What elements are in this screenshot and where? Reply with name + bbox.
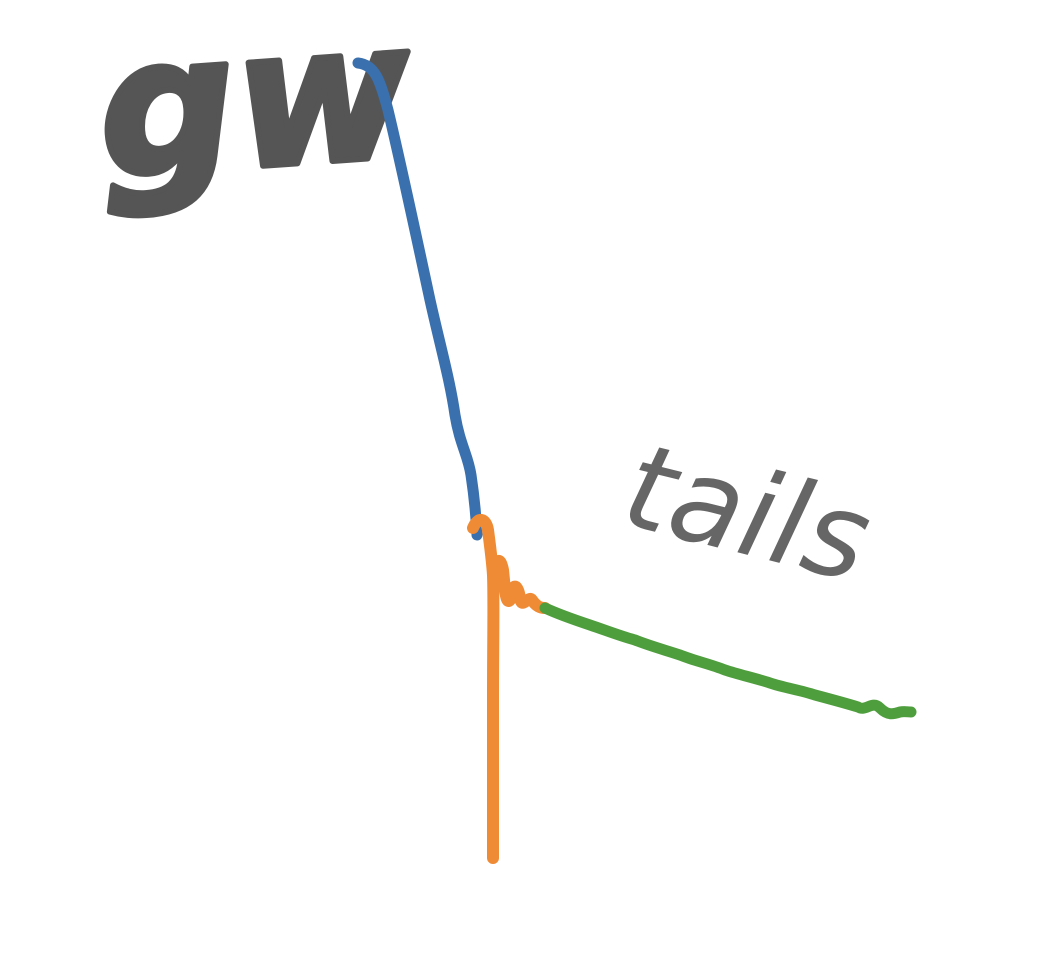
blue-curve-segment <box>352 57 483 541</box>
green-curve-segment <box>539 602 917 720</box>
orange-curve-segment <box>467 514 551 864</box>
logo-title: gw <box>91 0 419 222</box>
logo-tagline: tails <box>612 416 884 609</box>
